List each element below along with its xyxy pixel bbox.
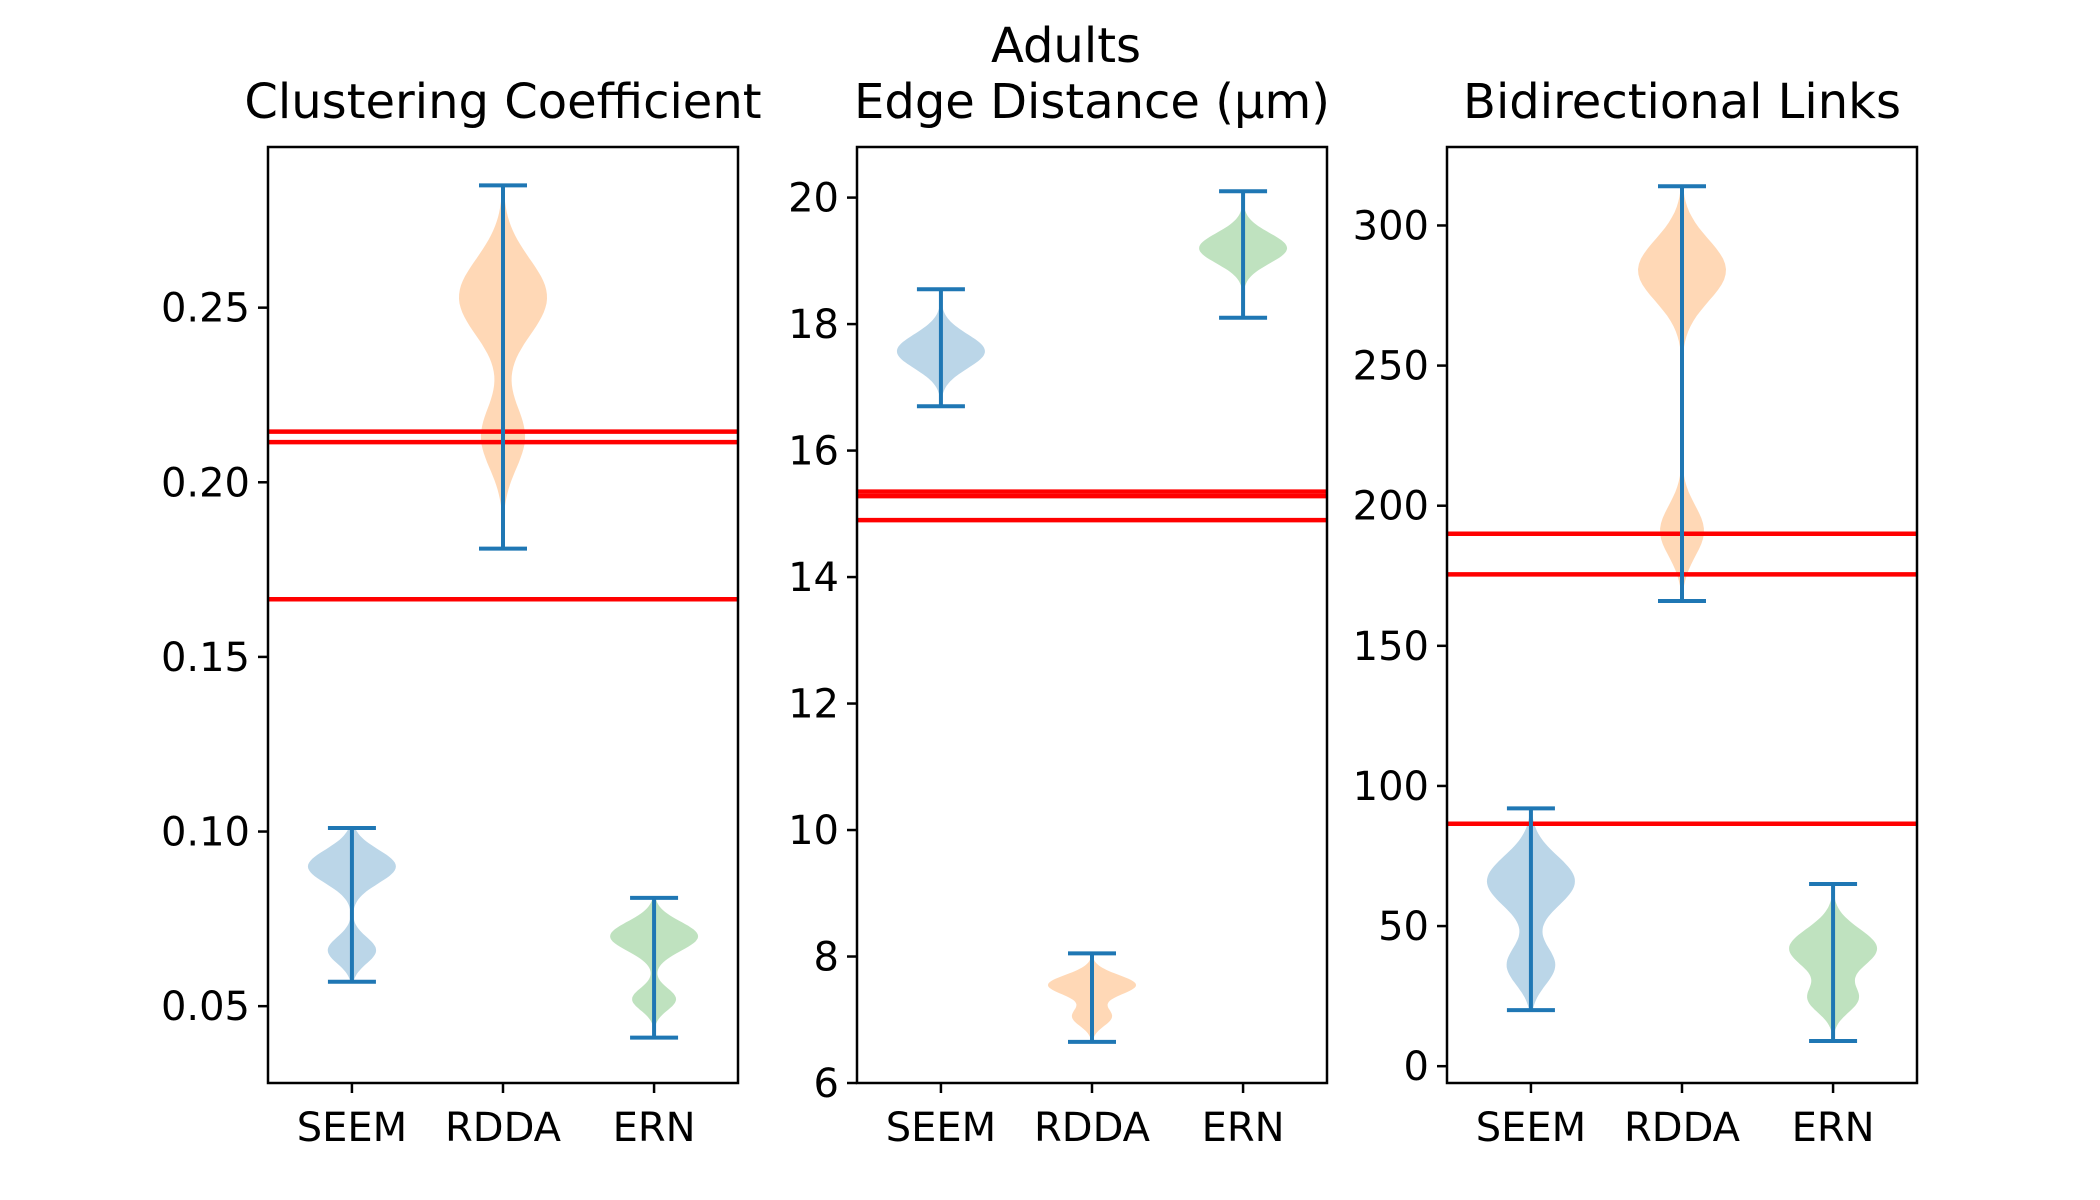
panel-title: Bidirectional Links — [1463, 74, 1901, 130]
y-tick-label: 14 — [788, 555, 839, 601]
y-tick-label: 10 — [788, 808, 839, 854]
x-tick-label-seem: SEEM — [886, 1105, 996, 1151]
x-tick-label-seem: SEEM — [1476, 1105, 1586, 1151]
y-tick-label: 18 — [788, 302, 839, 348]
x-tick-label-seem: SEEM — [297, 1105, 407, 1151]
panel-title: Edge Distance (μm) — [854, 74, 1330, 130]
y-tick-label: 0.20 — [161, 460, 250, 506]
x-tick-label-ern: ERN — [1792, 1105, 1875, 1151]
y-tick-label: 12 — [788, 682, 839, 728]
y-tick-label: 0.10 — [161, 810, 250, 856]
panel-clustering-coefficient: 0.05 0.10 0.15 0.20 0.25 SEEM RDDA ERN Clusterin… — [161, 74, 762, 1151]
x-tick-label-rdda: RDDA — [445, 1105, 562, 1151]
y-tick-label: 0.25 — [161, 286, 250, 332]
y-tick-label: 16 — [788, 429, 839, 475]
y-tick-label: 8 — [814, 935, 839, 981]
x-tick-label-ern: ERN — [613, 1105, 696, 1151]
y-tick-label: 150 — [1353, 624, 1429, 670]
panel-edge-distance: 6 8 10 12 14 16 18 20 SEEM RDDA ERN Edge Distance (… — [788, 74, 1330, 1151]
y-tick-label: 50 — [1378, 904, 1429, 950]
panel-title: Clustering Coefficient — [244, 74, 761, 130]
figure-title: Adults — [991, 18, 1141, 74]
y-tick-label: 100 — [1353, 764, 1429, 810]
y-tick-label: 200 — [1353, 484, 1429, 530]
x-tick-label-rdda: RDDA — [1624, 1105, 1741, 1151]
y-tick-label: 20 — [788, 176, 839, 222]
x-tick-label-rdda: RDDA — [1034, 1105, 1151, 1151]
y-tick-label: 0 — [1404, 1044, 1429, 1090]
y-tick-label: 250 — [1353, 344, 1429, 390]
y-tick-label: 300 — [1353, 203, 1429, 249]
panel-bidirectional-links: 0 50 100 150 200 250 300 SEEM RDDA ERN Bidirection… — [1353, 74, 1919, 1151]
violin-body-rdda — [1638, 186, 1726, 601]
y-tick-label: 6 — [814, 1061, 839, 1107]
y-tick-label: 0.15 — [161, 635, 250, 681]
x-tick-label-ern: ERN — [1202, 1105, 1285, 1151]
y-tick-label: 0.05 — [161, 984, 250, 1030]
